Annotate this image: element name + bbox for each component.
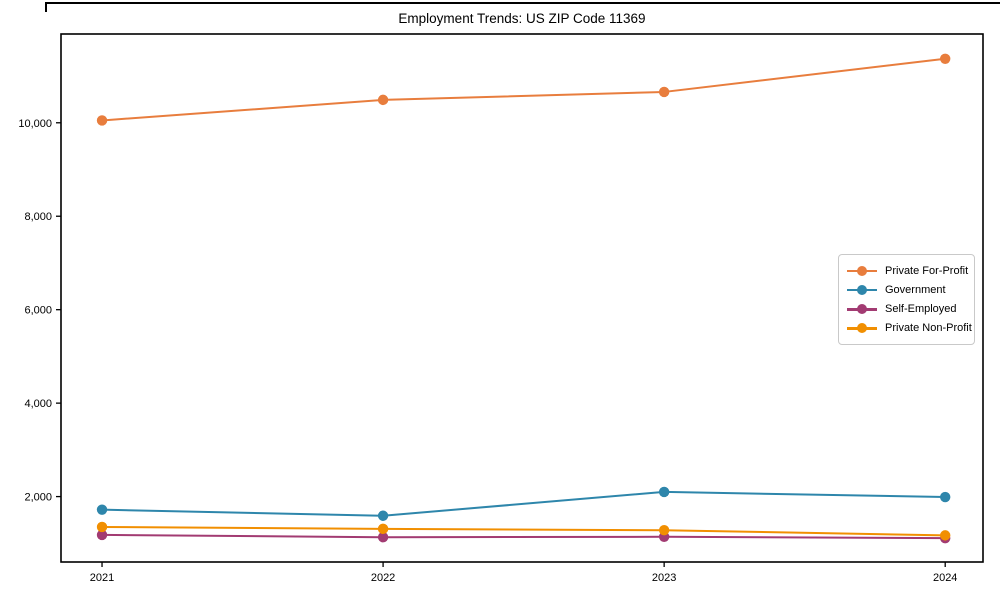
x-tick-label: 2023 (652, 572, 676, 584)
legend-label: Self-Employed (885, 303, 957, 316)
legend-label: Private For-Profit (885, 264, 969, 277)
legend-entry-self-employed: Self-Employed (847, 301, 966, 318)
legend-marker-icon (847, 284, 877, 295)
legend-marker-icon (847, 304, 877, 315)
chart-title: Employment Trends: US ZIP Code 11369 (398, 11, 646, 26)
series-line-private-non-profit (102, 525, 946, 537)
x-tick-label: 2024 (933, 572, 957, 584)
data-point (377, 523, 389, 535)
data-point (939, 530, 951, 541)
legend-entry-private-non-profit: Private Non-Profit (847, 320, 972, 337)
x-tick-label: 2021 (90, 572, 114, 584)
y-tick-label: 10,000 (18, 118, 52, 130)
data-point (96, 529, 108, 541)
data-point (939, 491, 951, 503)
legend-label: Private Non-Profit (885, 322, 972, 335)
y-tick-label: 6,000 (24, 305, 52, 317)
plot-border (60, 33, 984, 563)
legend-marker-icon (847, 323, 877, 334)
legend-marker-icon (847, 265, 877, 276)
legend-entry-private-for-profit: Private For-Profit (847, 262, 969, 279)
y-tick-label: 8,000 (24, 211, 52, 223)
data-point (658, 525, 670, 536)
legend-entry-government: Government (847, 281, 966, 298)
data-point (939, 53, 951, 64)
legend-dot-swatch (857, 265, 867, 276)
data-point (377, 94, 389, 106)
series-line-self-employed (102, 533, 946, 540)
y-tick-label: 2,000 (24, 492, 52, 504)
legend-dot-swatch (857, 284, 867, 295)
x-tick-label: 2022 (371, 572, 395, 584)
legend-dot-swatch (857, 304, 867, 315)
series-line-private-for-profit (101, 57, 946, 122)
series-line-government (102, 490, 946, 517)
legend-label: Government (885, 283, 946, 296)
data-point (658, 486, 670, 498)
data-point (377, 510, 389, 521)
data-point (96, 115, 108, 126)
data-point (96, 521, 108, 533)
data-point (658, 86, 670, 98)
legend-dot-swatch (857, 323, 867, 334)
data-point (377, 532, 389, 543)
data-point (96, 504, 108, 515)
y-tick-label: 4,000 (24, 398, 52, 410)
legend: Private For-Profit Government Self-Employe… (838, 254, 975, 345)
